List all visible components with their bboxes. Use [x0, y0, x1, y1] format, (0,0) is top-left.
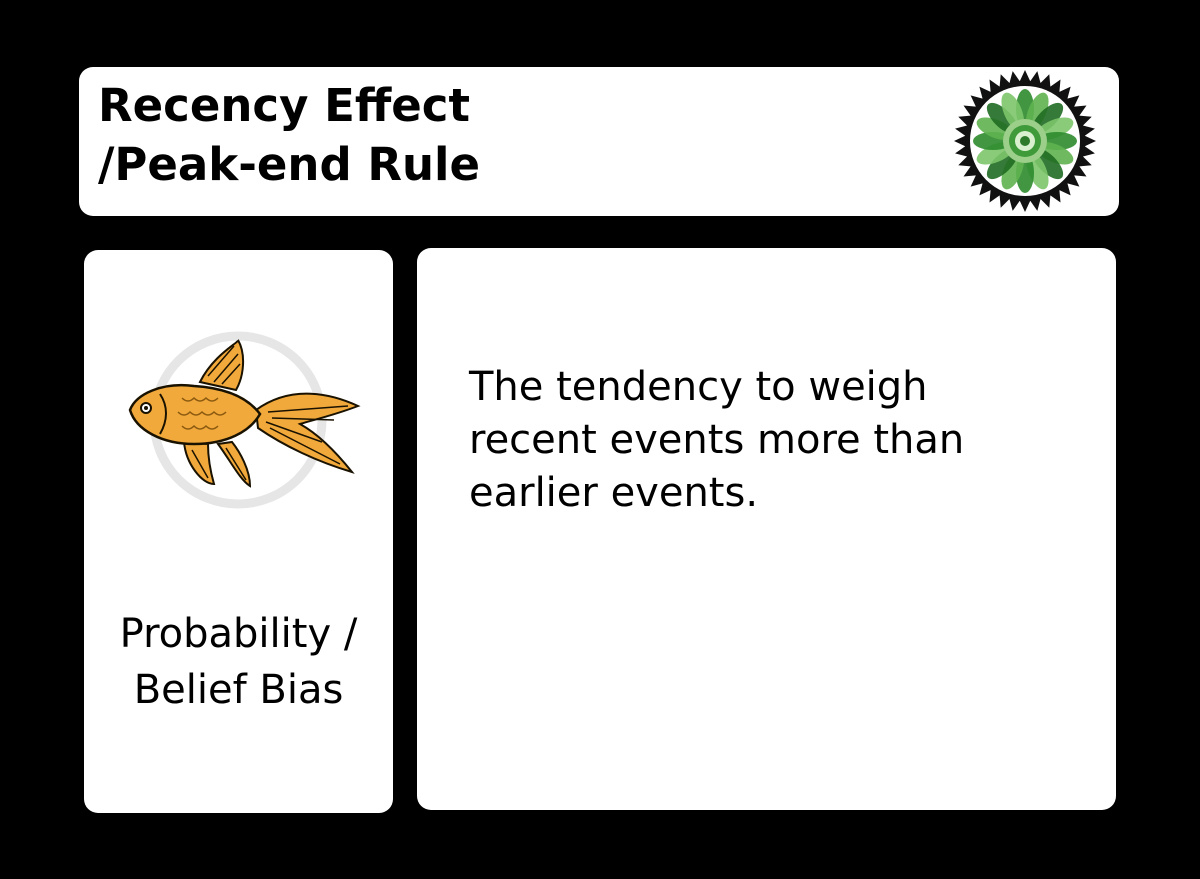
category-panel: Probability / Belief Bias	[84, 250, 393, 813]
description-line-2: recent events more than	[469, 417, 965, 463]
card-title-line-1: Recency Effect	[98, 79, 470, 132]
category-label-line-2: Belief Bias	[133, 667, 344, 713]
title-panel: Recency Effect /Peak-end Rule	[79, 67, 1119, 216]
description-line-3: earlier events.	[469, 470, 759, 516]
description-text: The tendency to weigh recent events more…	[469, 361, 1089, 520]
description-line-1: The tendency to weigh	[469, 364, 928, 410]
category-label: Probability / Belief Bias	[84, 606, 393, 718]
description-panel: The tendency to weigh recent events more…	[417, 248, 1116, 810]
card-title-line-2: /Peak-end Rule	[98, 138, 480, 191]
category-label-line-1: Probability /	[119, 611, 358, 657]
goldfish-icon	[128, 331, 361, 509]
green-leaf-seal-icon	[954, 70, 1096, 212]
